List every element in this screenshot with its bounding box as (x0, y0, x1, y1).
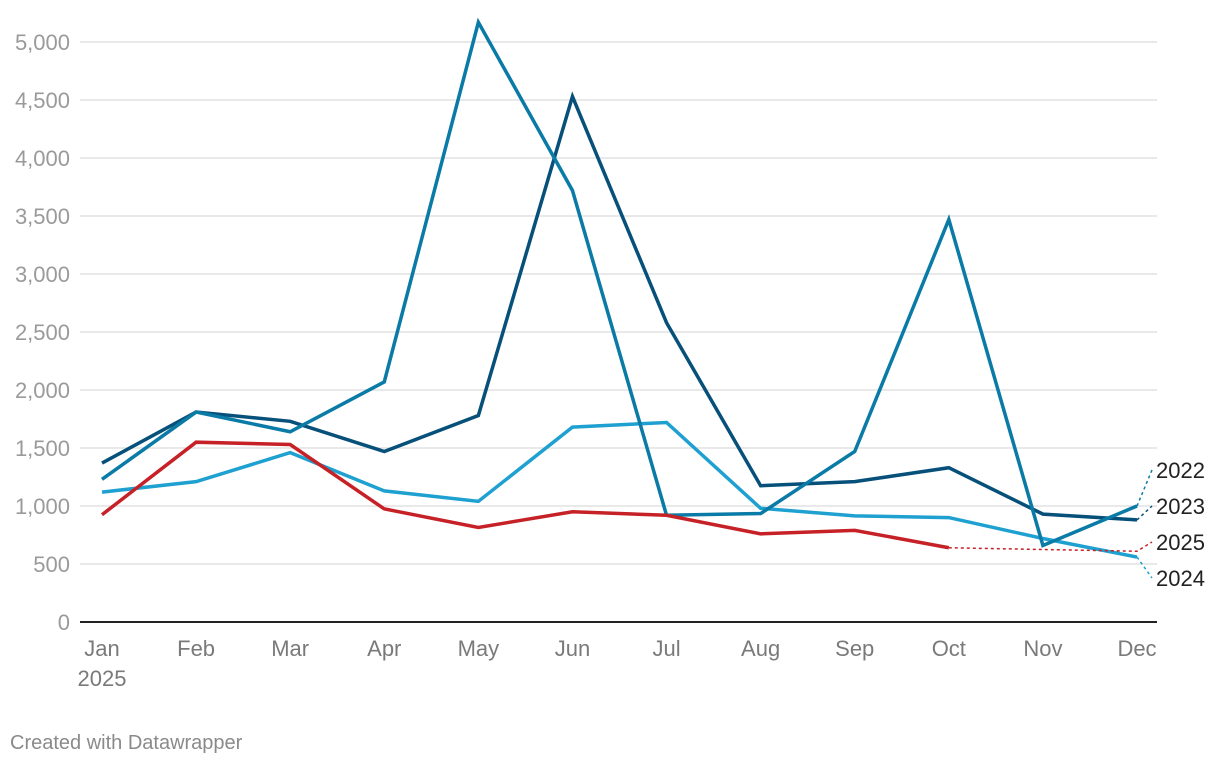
x-tick-label: Nov (1023, 636, 1062, 661)
series-line-2025 (100, 440, 950, 550)
gridlines (80, 41, 1157, 623)
y-tick-label: 2,000 (15, 378, 70, 403)
x-tick-label: Jun (555, 636, 590, 661)
series-lines (100, 17, 1153, 579)
y-tick-label: 3,000 (15, 262, 70, 287)
y-tick-label: 5,000 (15, 30, 70, 55)
y-tick-label: 2,500 (15, 320, 70, 345)
y-tick-label: 4,500 (15, 88, 70, 113)
y-tick-label: 500 (33, 552, 70, 577)
x-tick-label: Feb (177, 636, 215, 661)
y-tick-label: 4,000 (15, 146, 70, 171)
x-axis: Jan Feb Mar Apr May Jun Jul Aug Sep Oct Nov Dec 2025 (78, 636, 1157, 691)
series-line-2023 (101, 91, 1138, 522)
x-tick-label: Jan (84, 636, 119, 661)
series-line-2024 (101, 420, 1138, 559)
series-line-2022 (100, 17, 1138, 548)
y-tick-label: 3,500 (15, 204, 70, 229)
series-label-2023: 2023 (1156, 494, 1205, 519)
credit-text: Created with Datawrapper (10, 732, 243, 754)
x-tick-label: Dec (1117, 636, 1156, 661)
series-label-2025: 2025 (1156, 530, 1205, 555)
y-tick-label: 0 (58, 610, 70, 635)
x-tick-label: Oct (932, 636, 966, 661)
series-label-2024: 2024 (1156, 566, 1205, 591)
series-connector-2022 (1136, 469, 1153, 507)
x-tick-label: Mar (271, 636, 309, 661)
x-tick-label: Aug (741, 636, 780, 661)
series-label-2022: 2022 (1156, 458, 1205, 483)
x-tick-label: May (458, 636, 500, 661)
x-tick-label: Sep (835, 636, 874, 661)
x-tick-label: Jul (652, 636, 680, 661)
x-year-label: 2025 (78, 666, 127, 691)
y-axis: 0 500 1,000 1,500 2,000 2,500 3,000 3,500 4,000 4… (15, 30, 70, 635)
series-labels: 2024 2023 2022 2025 (1156, 458, 1205, 591)
y-tick-label: 1,500 (15, 436, 70, 461)
series-connector-2025 (948, 541, 1153, 552)
y-tick-label: 1,000 (15, 494, 70, 519)
x-tick-label: Apr (367, 636, 401, 661)
series-connector-2023 (1136, 505, 1153, 521)
series-connector-2024 (1136, 556, 1153, 579)
